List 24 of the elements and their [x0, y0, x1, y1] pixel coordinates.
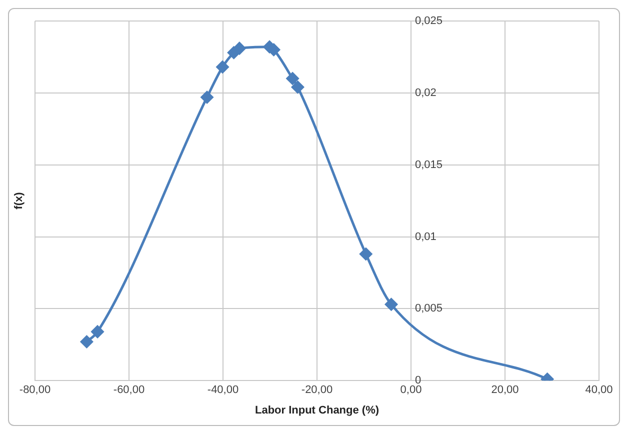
x-tick-label: 0,00: [400, 384, 422, 396]
y-tick-label: 0,015: [415, 158, 443, 171]
point: [91, 325, 104, 338]
point: [385, 298, 398, 311]
point: [286, 72, 299, 85]
y-tick-label: 0,02: [415, 86, 436, 99]
point: [233, 42, 246, 55]
y-tick-label: 0,025: [415, 15, 443, 28]
x-tick-label: -80,00: [19, 384, 51, 396]
y-tick-label: 0,005: [415, 302, 443, 315]
x-axis-title: Labor Input Change (%): [254, 404, 380, 416]
x-tick-label: 20,00: [491, 384, 519, 396]
x-tick-label: -20,00: [301, 384, 333, 396]
point: [360, 248, 372, 260]
y-axis-title: f(x): [13, 192, 26, 210]
x-tick-label: 40,00: [585, 384, 613, 396]
point: [200, 90, 214, 104]
point: [80, 336, 93, 348]
point: [291, 80, 304, 94]
point: [216, 60, 229, 74]
x-tick-label: -60,00: [113, 384, 145, 396]
y-tick-label: 0: [415, 374, 422, 387]
y-tick-label: 0,01: [415, 230, 436, 243]
x-tick-label: -40,00: [207, 384, 239, 396]
